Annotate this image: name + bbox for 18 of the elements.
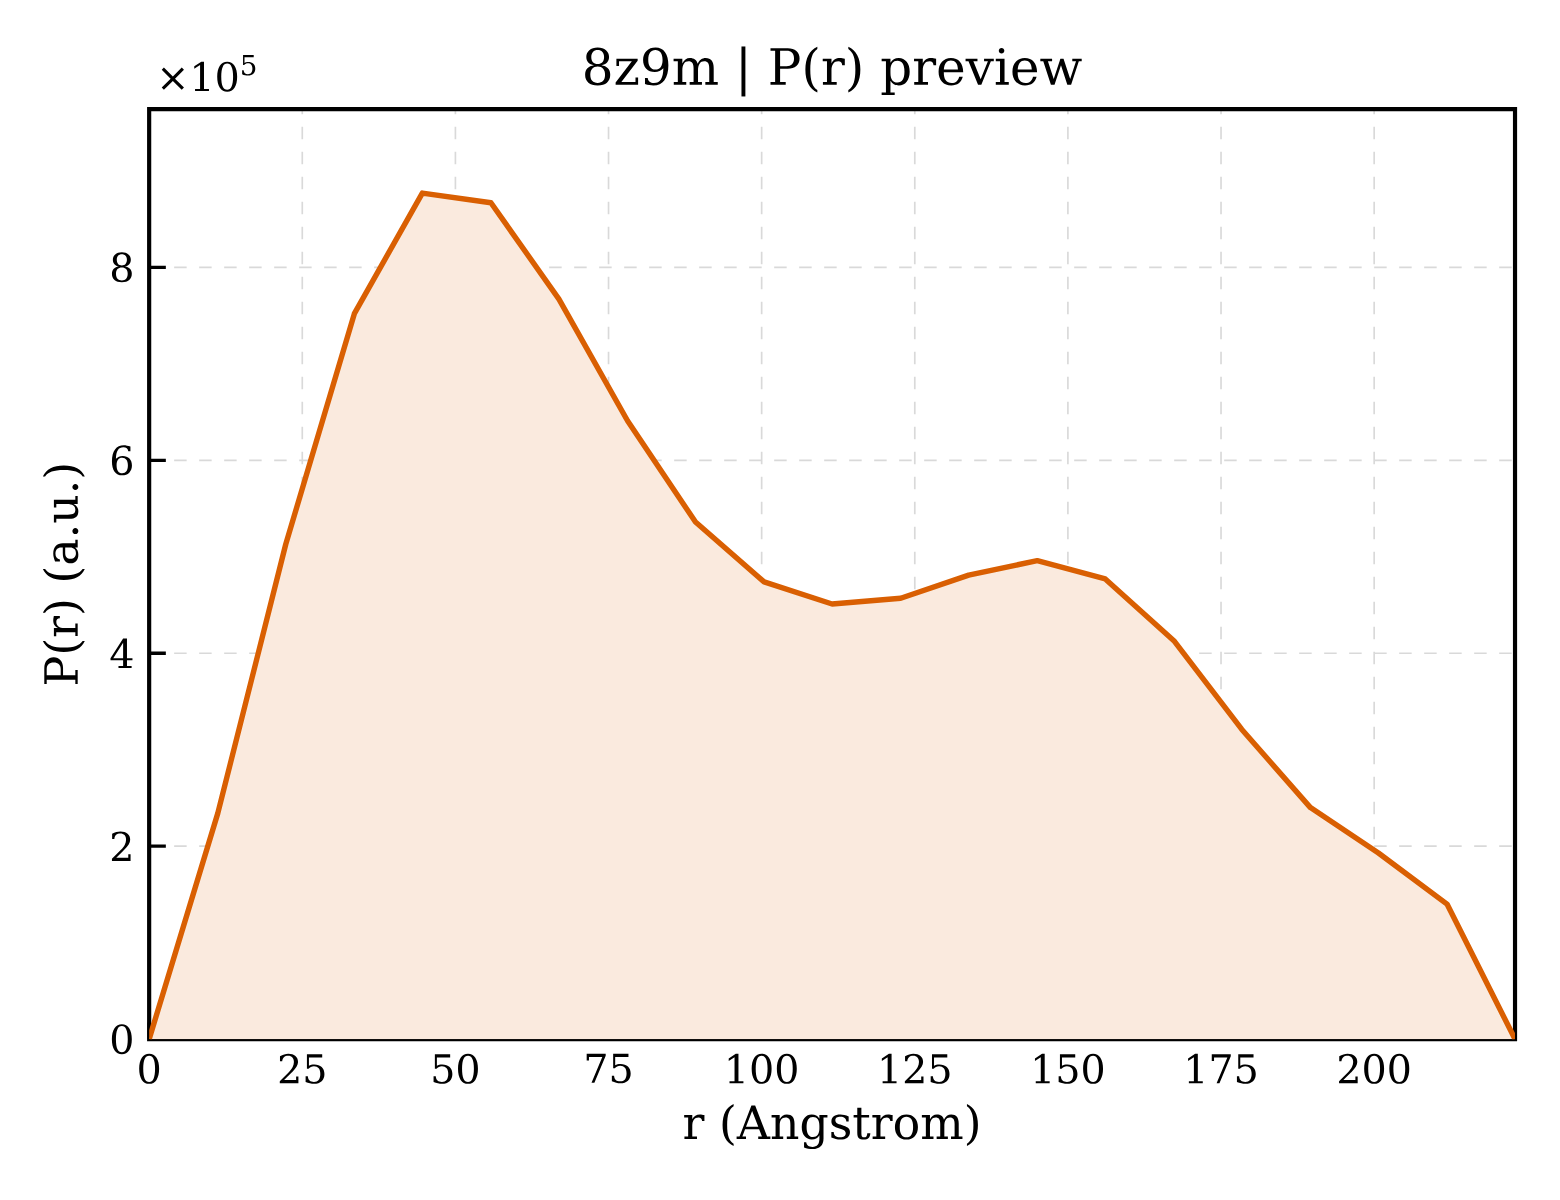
y-axis-title: P(r) (a.u.)	[42, 465, 85, 684]
chart-title: 8z9m | P(r) preview	[585, 46, 1082, 97]
y-tick-label: 2	[111, 831, 131, 861]
y-tick-label: 4	[110, 638, 133, 668]
y-tick-label: 0	[111, 1024, 132, 1055]
x-tick-label: 25	[279, 1053, 325, 1084]
x-tick-label: 150	[1034, 1053, 1104, 1084]
x-tick-label: 0	[139, 1053, 160, 1084]
y-tick-label: 6	[111, 445, 132, 476]
y-tick-label: 8	[111, 252, 132, 283]
x-tick-label: 175	[1188, 1053, 1256, 1084]
x-tick-label: 100	[728, 1053, 797, 1084]
x-tick-label: 75	[586, 1053, 631, 1084]
x-axis-title: r (Angstrom)	[684, 1104, 978, 1150]
x-tick-label: 125	[881, 1053, 950, 1084]
x-tick-label: 50	[433, 1053, 478, 1084]
x-tick-label: 200	[1339, 1053, 1410, 1084]
text: ×10$^{5}$	[161, 54, 256, 92]
